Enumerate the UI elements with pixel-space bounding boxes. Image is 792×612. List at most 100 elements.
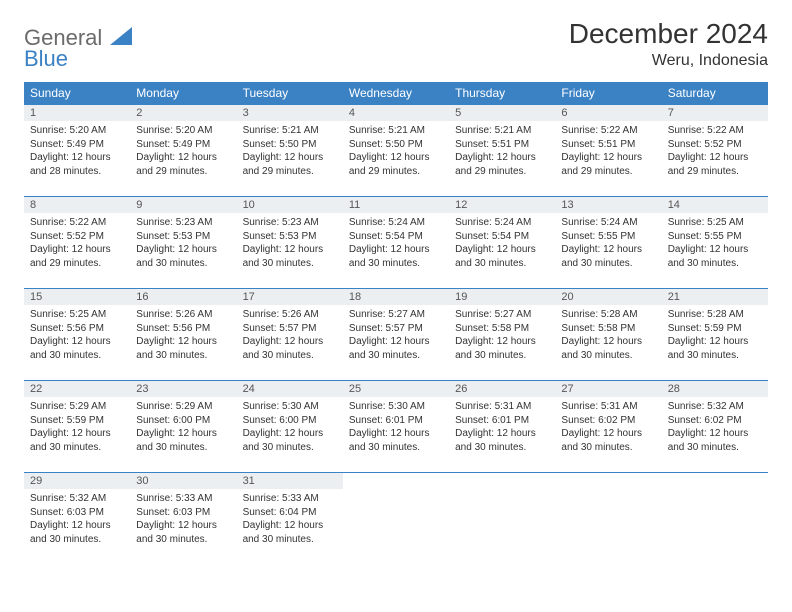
day-body: Sunrise: 5:32 AMSunset: 6:02 PMDaylight:… xyxy=(662,397,768,457)
sunrise-text: Sunrise: 5:33 AM xyxy=(243,492,337,506)
sunrise-text: Sunrise: 5:30 AM xyxy=(243,400,337,414)
sunset-text: Sunset: 6:02 PM xyxy=(668,414,762,428)
calendar-cell: 30Sunrise: 5:33 AMSunset: 6:03 PMDayligh… xyxy=(130,473,236,565)
sunset-text: Sunset: 5:52 PM xyxy=(30,230,124,244)
daylight-text-2: and 30 minutes. xyxy=(455,441,549,455)
calendar-row: 8Sunrise: 5:22 AMSunset: 5:52 PMDaylight… xyxy=(24,197,768,289)
sunset-text: Sunset: 5:56 PM xyxy=(30,322,124,336)
calendar-cell: 9Sunrise: 5:23 AMSunset: 5:53 PMDaylight… xyxy=(130,197,236,289)
sunrise-text: Sunrise: 5:31 AM xyxy=(561,400,655,414)
daylight-text-1: Daylight: 12 hours xyxy=(243,519,337,533)
day-number: 10 xyxy=(237,197,343,213)
title-block: December 2024 Weru, Indonesia xyxy=(569,18,768,70)
daylight-text-2: and 30 minutes. xyxy=(136,349,230,363)
sunrise-text: Sunrise: 5:26 AM xyxy=(243,308,337,322)
sunrise-text: Sunrise: 5:28 AM xyxy=(561,308,655,322)
daylight-text-1: Daylight: 12 hours xyxy=(243,243,337,257)
daylight-text-1: Daylight: 12 hours xyxy=(243,335,337,349)
day-body: Sunrise: 5:28 AMSunset: 5:58 PMDaylight:… xyxy=(555,305,661,365)
daylight-text-1: Daylight: 12 hours xyxy=(136,335,230,349)
weekday-thursday: Thursday xyxy=(449,82,555,105)
daylight-text-1: Daylight: 12 hours xyxy=(349,243,443,257)
day-number: 6 xyxy=(555,105,661,121)
daylight-text-2: and 30 minutes. xyxy=(668,257,762,271)
daylight-text-2: and 30 minutes. xyxy=(243,349,337,363)
weekday-monday: Monday xyxy=(130,82,236,105)
day-body: Sunrise: 5:31 AMSunset: 6:02 PMDaylight:… xyxy=(555,397,661,457)
daylight-text-1: Daylight: 12 hours xyxy=(136,243,230,257)
daylight-text-2: and 30 minutes. xyxy=(561,349,655,363)
day-body: Sunrise: 5:31 AMSunset: 6:01 PMDaylight:… xyxy=(449,397,555,457)
calendar-cell xyxy=(449,473,555,565)
daylight-text-2: and 30 minutes. xyxy=(455,349,549,363)
day-number: 5 xyxy=(449,105,555,121)
sunrise-text: Sunrise: 5:22 AM xyxy=(30,216,124,230)
daylight-text-1: Daylight: 12 hours xyxy=(136,519,230,533)
sunset-text: Sunset: 5:56 PM xyxy=(136,322,230,336)
calendar-cell: 25Sunrise: 5:30 AMSunset: 6:01 PMDayligh… xyxy=(343,381,449,473)
daylight-text-1: Daylight: 12 hours xyxy=(668,335,762,349)
sunset-text: Sunset: 5:49 PM xyxy=(30,138,124,152)
day-body: Sunrise: 5:29 AMSunset: 6:00 PMDaylight:… xyxy=(130,397,236,457)
day-body: Sunrise: 5:24 AMSunset: 5:55 PMDaylight:… xyxy=(555,213,661,273)
sunset-text: Sunset: 5:59 PM xyxy=(30,414,124,428)
day-body: Sunrise: 5:32 AMSunset: 6:03 PMDaylight:… xyxy=(24,489,130,549)
daylight-text-2: and 29 minutes. xyxy=(136,165,230,179)
daylight-text-2: and 30 minutes. xyxy=(561,257,655,271)
sunrise-text: Sunrise: 5:28 AM xyxy=(668,308,762,322)
day-number: 27 xyxy=(555,381,661,397)
day-number: 9 xyxy=(130,197,236,213)
daylight-text-2: and 30 minutes. xyxy=(136,441,230,455)
daylight-text-2: and 29 minutes. xyxy=(30,257,124,271)
sunrise-text: Sunrise: 5:29 AM xyxy=(136,400,230,414)
day-number: 11 xyxy=(343,197,449,213)
calendar-cell: 10Sunrise: 5:23 AMSunset: 5:53 PMDayligh… xyxy=(237,197,343,289)
daylight-text-1: Daylight: 12 hours xyxy=(30,335,124,349)
sunrise-text: Sunrise: 5:20 AM xyxy=(30,124,124,138)
day-body: Sunrise: 5:23 AMSunset: 5:53 PMDaylight:… xyxy=(130,213,236,273)
sunrise-text: Sunrise: 5:24 AM xyxy=(561,216,655,230)
sunrise-text: Sunrise: 5:27 AM xyxy=(349,308,443,322)
calendar-cell: 20Sunrise: 5:28 AMSunset: 5:58 PMDayligh… xyxy=(555,289,661,381)
sunrise-text: Sunrise: 5:27 AM xyxy=(455,308,549,322)
day-body: Sunrise: 5:27 AMSunset: 5:57 PMDaylight:… xyxy=(343,305,449,365)
daylight-text-1: Daylight: 12 hours xyxy=(349,335,443,349)
sunset-text: Sunset: 6:04 PM xyxy=(243,506,337,520)
day-number: 31 xyxy=(237,473,343,489)
daylight-text-1: Daylight: 12 hours xyxy=(561,151,655,165)
daylight-text-2: and 29 minutes. xyxy=(243,165,337,179)
sunrise-text: Sunrise: 5:32 AM xyxy=(668,400,762,414)
sunrise-text: Sunrise: 5:25 AM xyxy=(30,308,124,322)
day-number: 19 xyxy=(449,289,555,305)
day-number: 23 xyxy=(130,381,236,397)
calendar-row: 1Sunrise: 5:20 AMSunset: 5:49 PMDaylight… xyxy=(24,105,768,197)
day-body: Sunrise: 5:30 AMSunset: 6:01 PMDaylight:… xyxy=(343,397,449,457)
calendar-cell xyxy=(662,473,768,565)
day-body: Sunrise: 5:30 AMSunset: 6:00 PMDaylight:… xyxy=(237,397,343,457)
day-number: 7 xyxy=(662,105,768,121)
location: Weru, Indonesia xyxy=(569,52,768,70)
calendar-cell: 28Sunrise: 5:32 AMSunset: 6:02 PMDayligh… xyxy=(662,381,768,473)
day-number: 18 xyxy=(343,289,449,305)
calendar-cell: 22Sunrise: 5:29 AMSunset: 5:59 PMDayligh… xyxy=(24,381,130,473)
sunset-text: Sunset: 6:00 PM xyxy=(136,414,230,428)
day-number: 17 xyxy=(237,289,343,305)
sunset-text: Sunset: 5:53 PM xyxy=(243,230,337,244)
sunrise-text: Sunrise: 5:25 AM xyxy=(668,216,762,230)
day-number: 25 xyxy=(343,381,449,397)
daylight-text-1: Daylight: 12 hours xyxy=(30,243,124,257)
day-body: Sunrise: 5:27 AMSunset: 5:58 PMDaylight:… xyxy=(449,305,555,365)
day-body: Sunrise: 5:33 AMSunset: 6:03 PMDaylight:… xyxy=(130,489,236,549)
sunrise-text: Sunrise: 5:24 AM xyxy=(455,216,549,230)
daylight-text-1: Daylight: 12 hours xyxy=(30,519,124,533)
day-body: Sunrise: 5:20 AMSunset: 5:49 PMDaylight:… xyxy=(24,121,130,181)
sunset-text: Sunset: 6:01 PM xyxy=(455,414,549,428)
sunset-text: Sunset: 5:55 PM xyxy=(668,230,762,244)
day-number: 14 xyxy=(662,197,768,213)
daylight-text-2: and 30 minutes. xyxy=(349,349,443,363)
daylight-text-2: and 30 minutes. xyxy=(136,533,230,547)
weekday-saturday: Saturday xyxy=(662,82,768,105)
daylight-text-1: Daylight: 12 hours xyxy=(561,243,655,257)
sunrise-text: Sunrise: 5:22 AM xyxy=(561,124,655,138)
sunset-text: Sunset: 6:02 PM xyxy=(561,414,655,428)
